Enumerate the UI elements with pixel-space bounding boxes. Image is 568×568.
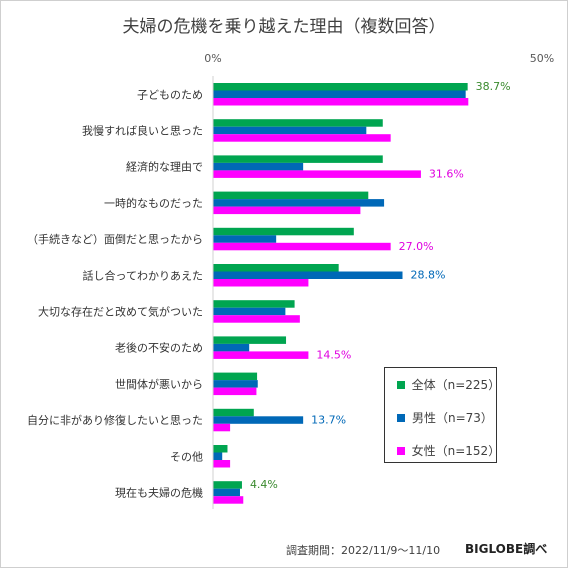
category-label: 話し合ってわかりあえた (83, 268, 203, 282)
bar-series-1 (213, 162, 304, 171)
bar-series-0 (213, 408, 254, 417)
data-label: 4.4% (250, 478, 278, 491)
bar-series-0 (213, 155, 383, 163)
category-label: 現在も夫婦の危機 (115, 485, 203, 499)
data-label: 38.7% (476, 80, 511, 93)
bar-series-2 (213, 206, 361, 215)
bar-series-1 (213, 452, 223, 460)
bar-series-1 (213, 271, 403, 279)
category-label: 世間体が悪いから (115, 377, 203, 391)
bar-series-2 (213, 315, 300, 323)
data-label: 28.8% (411, 269, 446, 282)
bar-series-0 (213, 300, 295, 308)
legend-label-male: 男性（n=73） (412, 411, 493, 425)
bar-series-2 (213, 134, 391, 142)
category-label: 子どものため (137, 88, 203, 101)
category-label: その他 (170, 450, 203, 463)
bar-series-2 (213, 279, 309, 287)
bar-series-2 (213, 242, 391, 251)
data-label: 31.6% (429, 167, 464, 180)
data-label: 27.0% (399, 240, 434, 253)
bar-series-2 (213, 387, 257, 396)
bar-series-2 (213, 351, 309, 359)
bar-series-0 (213, 119, 383, 127)
category-label: （手続きなど）面倒だと思ったから (27, 232, 203, 246)
bar-series-1 (213, 380, 258, 388)
category-label: 我慢すれば良いと思った (82, 123, 203, 137)
source-credit: BIGLOBE調べ (465, 542, 548, 556)
bar-series-0 (213, 481, 242, 489)
bar-series-2 (213, 496, 244, 504)
bar-series-2 (213, 460, 231, 468)
legend-swatch-female (397, 446, 405, 455)
bars-layer (213, 83, 469, 504)
data-label: 14.5% (316, 348, 351, 361)
legend-label-all: 全体（n=225） (411, 378, 501, 392)
bar-series-1 (213, 488, 240, 497)
bar-series-0 (213, 445, 228, 453)
category-label: 自分に非があり修復したいと思った (27, 413, 203, 427)
survey-period: 調査期間：2022/11/9〜11/10 (286, 544, 441, 557)
bar-series-2 (213, 423, 231, 432)
bar-series-1 (213, 90, 466, 98)
category-label: 経済的な理由で (126, 160, 203, 174)
legend: 全体（n=225） 男性（n=73） 女性（n=152） (384, 367, 501, 463)
bar-series-1 (213, 343, 250, 352)
legend-label-female: 女性（n=152） (411, 444, 501, 458)
bar-series-1 (213, 126, 367, 135)
category-label: 大切な存在だと改めて気がついた (38, 304, 203, 318)
bar-series-1 (213, 416, 304, 424)
bar-series-1 (213, 307, 286, 316)
legend-item-female: 女性（n=152） (397, 442, 501, 459)
legend-swatch-male (397, 413, 405, 422)
bar-series-2 (213, 98, 469, 106)
bar-series-0 (213, 191, 369, 200)
bar-series-2 (213, 170, 421, 178)
bar-series-1 (213, 199, 385, 207)
bar-series-0 (213, 264, 339, 272)
bar-series-1 (213, 235, 277, 243)
x-tick-label-50: 50% (530, 52, 554, 65)
x-tick-label-0: 0% (204, 52, 221, 65)
legend-swatch-all (397, 380, 405, 389)
legend-item-male: 男性（n=73） (397, 409, 493, 426)
bar-series-0 (213, 227, 354, 236)
bar-series-0 (213, 336, 287, 344)
chart-title: 夫婦の危機を乗り越えた理由（複数回答） (122, 17, 446, 37)
legend-item-all: 全体（n=225） (397, 376, 501, 393)
bar-series-0 (213, 83, 468, 91)
category-label: 一時的なものだった (104, 196, 203, 210)
bar-series-0 (213, 372, 258, 381)
category-label: 老後の不安のため (115, 341, 203, 355)
data-label: 13.7% (311, 413, 346, 426)
